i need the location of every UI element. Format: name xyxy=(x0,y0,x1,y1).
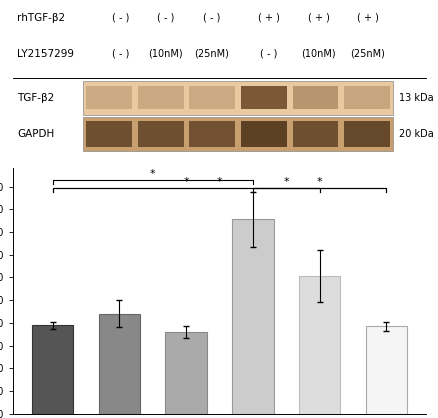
Text: ( - ): ( - ) xyxy=(202,13,219,23)
Bar xyxy=(365,326,406,414)
Text: 13 kDa: 13 kDa xyxy=(398,93,433,103)
Bar xyxy=(292,121,338,147)
Text: ( + ): ( + ) xyxy=(258,13,279,23)
Text: GAPDH: GAPDH xyxy=(17,129,54,139)
Text: *: * xyxy=(216,177,222,187)
Bar xyxy=(86,121,132,147)
Bar xyxy=(138,87,183,110)
Text: ( - ): ( - ) xyxy=(157,13,174,23)
Bar xyxy=(240,121,286,147)
Bar xyxy=(99,314,140,414)
Text: *: * xyxy=(283,177,288,187)
Text: ( + ): ( + ) xyxy=(356,13,378,23)
Text: *: * xyxy=(150,169,155,179)
Bar xyxy=(83,81,392,115)
Text: *: * xyxy=(316,177,321,187)
Bar xyxy=(138,121,183,147)
Bar xyxy=(292,87,338,110)
Bar xyxy=(86,87,132,110)
Text: (10nM): (10nM) xyxy=(300,49,335,59)
Bar xyxy=(83,117,392,151)
Bar xyxy=(240,87,286,110)
Text: ( - ): ( - ) xyxy=(112,13,129,23)
Bar xyxy=(232,219,273,414)
Bar xyxy=(165,332,206,414)
Text: rhTGF-β2: rhTGF-β2 xyxy=(17,13,65,23)
Text: (25nM): (25nM) xyxy=(193,49,228,59)
Bar xyxy=(343,87,389,110)
Bar xyxy=(189,87,235,110)
Text: (25nM): (25nM) xyxy=(350,49,385,59)
Bar xyxy=(343,121,389,147)
Text: *: * xyxy=(183,177,188,187)
Text: 20 kDa: 20 kDa xyxy=(398,129,433,139)
Text: ( - ): ( - ) xyxy=(112,49,129,59)
Bar xyxy=(32,325,73,414)
Text: TGF-β2: TGF-β2 xyxy=(17,93,54,103)
Bar xyxy=(298,276,339,414)
Text: ( + ): ( + ) xyxy=(307,13,329,23)
Text: (10nM): (10nM) xyxy=(148,49,183,59)
Text: ( - ): ( - ) xyxy=(260,49,277,59)
Text: LY2157299: LY2157299 xyxy=(17,49,74,59)
Bar xyxy=(189,121,235,147)
